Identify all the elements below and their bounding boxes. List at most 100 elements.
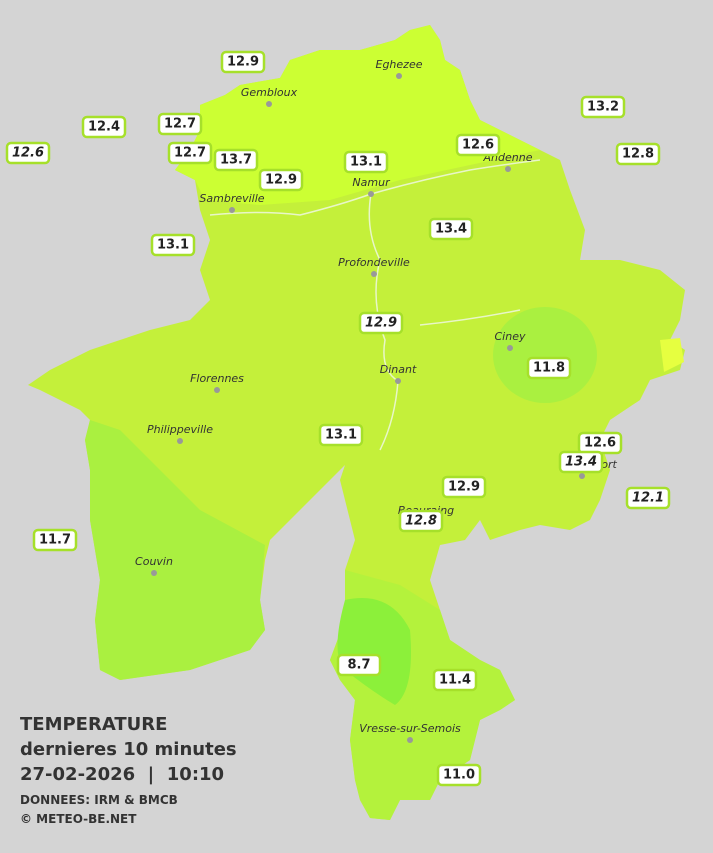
title: TEMPERATURE <box>20 714 167 735</box>
town-dot <box>371 271 377 277</box>
station: 12.6 <box>455 133 501 157</box>
station-value: 11.0 <box>443 768 475 783</box>
station-box <box>150 233 196 257</box>
station: 12.4 <box>81 115 127 139</box>
north-zone <box>175 25 540 205</box>
station-box <box>258 168 304 192</box>
station-box <box>336 653 382 677</box>
town-dot <box>229 207 235 213</box>
station: 12.6 <box>5 141 51 165</box>
town-dot <box>507 345 513 351</box>
station: 13.2 <box>580 95 626 119</box>
station-value: 12.9 <box>448 480 480 495</box>
station-box <box>428 217 474 241</box>
town-label: Vresse-sur-Semois <box>359 722 461 735</box>
station: 12.9 <box>220 50 266 74</box>
station-box <box>220 50 266 74</box>
town-dot <box>151 570 157 576</box>
station-box <box>358 311 404 335</box>
station-box <box>343 150 389 174</box>
town-label: Eghezee <box>376 58 423 71</box>
station-box <box>5 141 51 165</box>
copyright: © METEO-BE.NET <box>20 812 137 826</box>
station-box <box>398 509 444 533</box>
station-value: 13.7 <box>220 153 252 168</box>
town-label: Philippeville <box>147 423 213 436</box>
town-label: Profondeville <box>338 256 410 269</box>
subtitle: dernieres 10 minutes <box>20 739 237 760</box>
station-value: 8.7 <box>347 658 370 673</box>
town-label: Namur <box>352 176 391 189</box>
station-value: 12.7 <box>174 146 206 161</box>
station-value: 13.1 <box>350 155 382 170</box>
station-box <box>615 142 661 166</box>
station-box <box>558 450 604 474</box>
station-value: 13.1 <box>325 428 357 443</box>
station-box <box>436 763 482 787</box>
station-value: 12.9 <box>227 55 259 70</box>
station: 12.7 <box>167 141 213 165</box>
southwest-zone <box>85 420 265 680</box>
source: DONNEES: IRM & BMCB <box>20 793 178 807</box>
station: 13.1 <box>150 233 196 257</box>
station-box <box>167 141 213 165</box>
station-value: 12.8 <box>405 514 437 529</box>
station-value: 13.4 <box>565 455 597 470</box>
station: 12.8 <box>398 509 444 533</box>
town-label: Gembloux <box>241 86 298 99</box>
station-box <box>526 356 572 380</box>
station: 12.9 <box>258 168 304 192</box>
station: 13.1 <box>318 423 364 447</box>
station: 12.9 <box>441 475 487 499</box>
legend-text: TEMPERATURE dernieres 10 minutes 27-02-2… <box>20 714 237 826</box>
station: 13.7 <box>213 148 259 172</box>
town-dot <box>266 101 272 107</box>
station: 11.7 <box>32 528 78 552</box>
town-label: Dinant <box>380 363 417 376</box>
town-label: Couvin <box>135 555 173 568</box>
station-value: 11.7 <box>39 533 71 548</box>
station: 12.6 <box>577 431 623 455</box>
station: 13.4 <box>558 450 604 474</box>
town-label: Sambreville <box>199 192 264 205</box>
station-box <box>157 112 203 136</box>
station-box <box>213 148 259 172</box>
station: 12.9 <box>358 311 404 335</box>
ciney-zone <box>493 307 597 403</box>
station: 12.1 <box>625 486 671 510</box>
station: 11.0 <box>436 763 482 787</box>
station-value: 12.7 <box>164 117 196 132</box>
station-value: 12.6 <box>12 146 44 161</box>
station-value: 12.6 <box>462 138 494 153</box>
cold-zone <box>337 598 411 705</box>
station-value: 12.9 <box>365 316 397 331</box>
town-dot <box>368 191 374 197</box>
town-dot <box>505 166 511 172</box>
station-value: 11.8 <box>533 361 565 376</box>
town-label: Florennes <box>190 372 244 385</box>
station: 12.8 <box>615 142 661 166</box>
station-value: 13.1 <box>157 238 189 253</box>
east-zone <box>660 338 684 372</box>
station: 11.8 <box>526 356 572 380</box>
station-box <box>441 475 487 499</box>
town-label: Ciney <box>495 330 526 343</box>
station-value: 13.2 <box>587 100 619 115</box>
station-box <box>32 528 78 552</box>
town-dot <box>395 378 401 384</box>
station: 11.4 <box>432 668 478 692</box>
station-box <box>432 668 478 692</box>
station-value: 12.8 <box>622 147 654 162</box>
station-value: 13.4 <box>435 222 467 237</box>
station: 13.1 <box>343 150 389 174</box>
station-value: 12.6 <box>584 436 616 451</box>
station-value: 11.4 <box>439 673 471 688</box>
station-box <box>455 133 501 157</box>
station-box <box>318 423 364 447</box>
station: 12.7 <box>157 112 203 136</box>
town-dot <box>579 473 585 479</box>
town-dot <box>177 438 183 444</box>
station-value: 12.9 <box>265 173 297 188</box>
station-box <box>625 486 671 510</box>
